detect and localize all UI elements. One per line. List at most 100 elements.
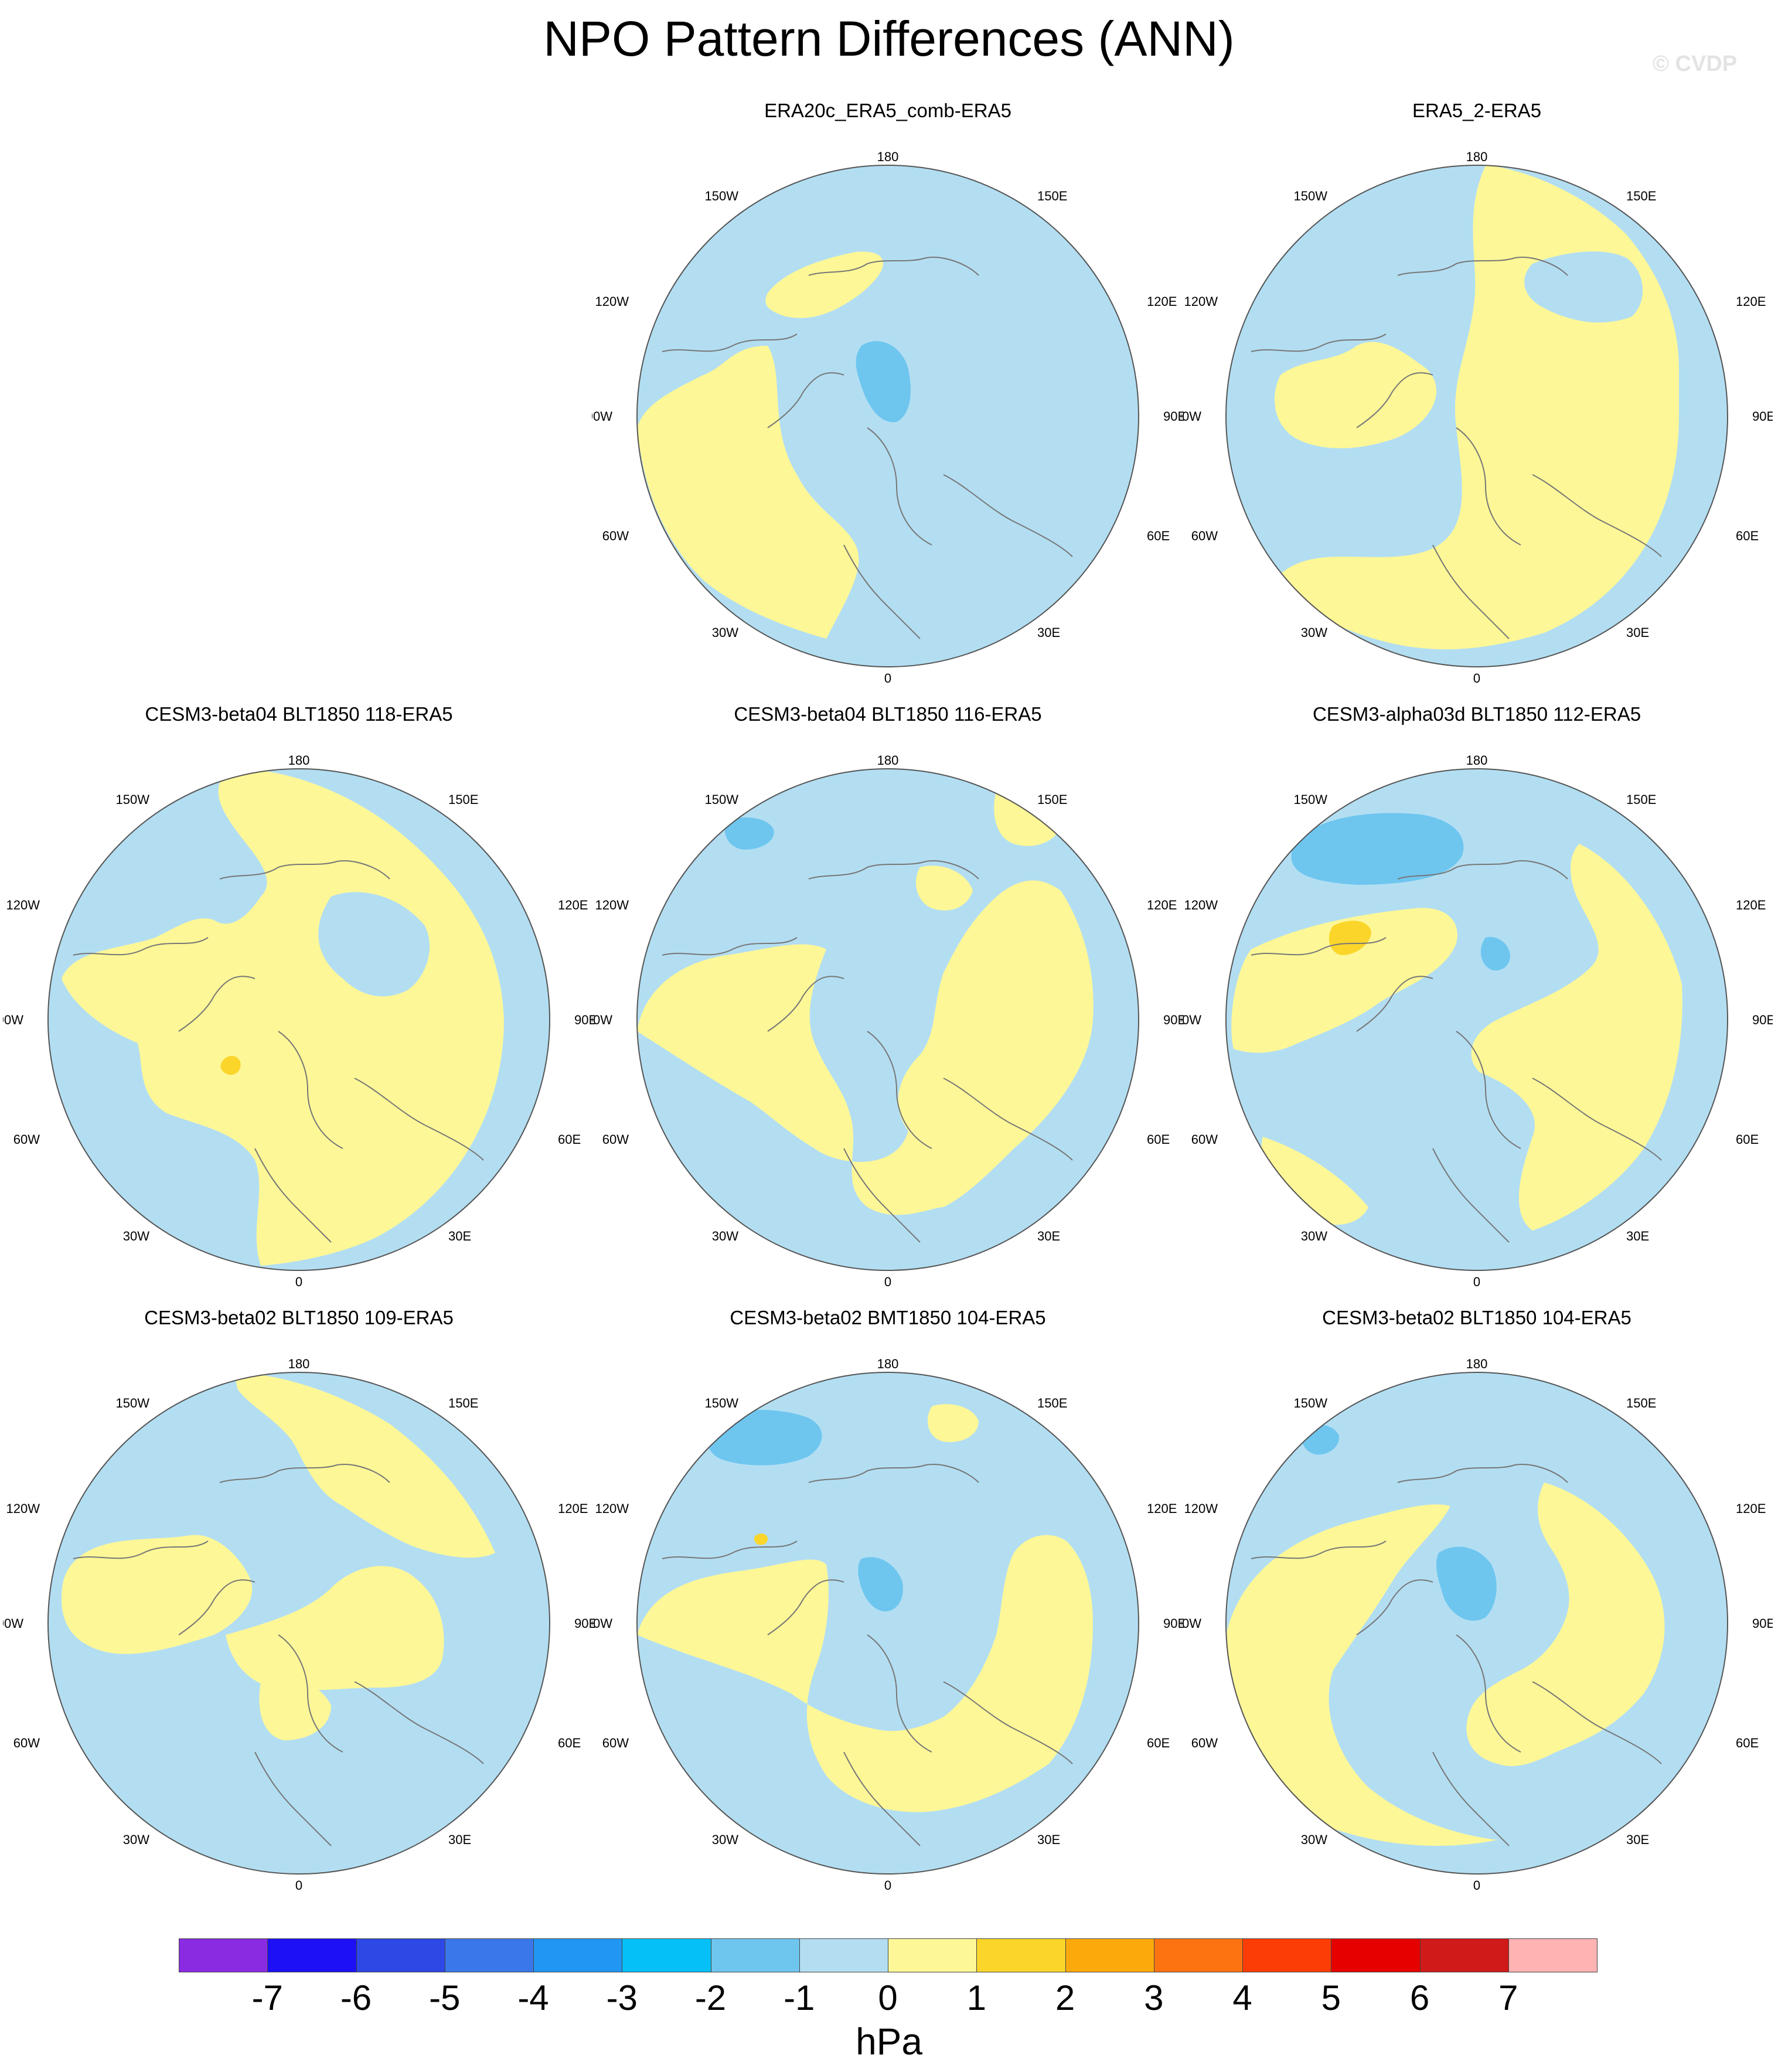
longitude-label: 120E [1147, 294, 1177, 309]
colorbar-tick-label: 4 [1232, 1978, 1252, 2018]
contour-region [927, 1404, 979, 1442]
coastline [943, 1681, 1073, 1764]
colorbar-swatch [444, 1938, 534, 1972]
longitude-label: 0 [884, 1274, 891, 1289]
coastline [1251, 333, 1387, 352]
contour-region [1524, 251, 1643, 323]
longitude-label: 90E [1752, 1616, 1773, 1631]
longitude-label: 60E [558, 1132, 581, 1147]
map-panel: CESM3-beta02 BLT1850 104-ERA5 180 150W 150E… [1181, 1307, 1773, 1910]
longitude-label: 180 [1466, 753, 1488, 768]
coastline [767, 976, 844, 1032]
coastline [767, 372, 844, 428]
contour-region [226, 1566, 444, 1691]
panel-title: CESM3-beta04 BLT1850 118-ERA5 [145, 703, 453, 725]
longitude-label: 150E [1626, 189, 1656, 203]
coastline [1432, 544, 1510, 639]
polar-map: 180 150W 150E 120W 120E 90W 90E 60W 60E 30W 30E 0 [1181, 753, 1773, 1289]
panel-title: ERA20c_ERA5_comb-ERA5 [764, 100, 1011, 121]
colorbar-swatch [1242, 1938, 1332, 1972]
longitude-label: 30E [1626, 1832, 1649, 1847]
longitude-label: 120W [1184, 294, 1218, 309]
longitude-label: 120E [1736, 294, 1766, 309]
colorbar-tick-label: -2 [694, 1978, 727, 2018]
colorbar-swatch [1419, 1938, 1509, 1972]
longitude-label: 60W [1191, 1132, 1218, 1147]
coastline [662, 333, 798, 352]
longitude-label: 180 [288, 1357, 310, 1371]
colorbar-swatch [1153, 1938, 1243, 1972]
longitude-label: 150W [116, 1396, 150, 1410]
longitude-label: 30W [1301, 625, 1327, 640]
contour-region [1329, 921, 1371, 955]
contour-region [637, 346, 859, 639]
contour-region [259, 1677, 331, 1740]
coastline [867, 1031, 932, 1149]
coastline [254, 1751, 332, 1846]
field-background [1226, 1372, 1728, 1874]
map-outline [1225, 1372, 1728, 1875]
longitude-label: 150E [1037, 189, 1067, 203]
panel-title: CESM3-beta02 BLT1850 104-ERA5 [1322, 1307, 1631, 1328]
longitude-label: 30W [712, 1229, 738, 1243]
map-panel: ERA20c_ERA5_comb-ERA5 180 150W 150E 120W 120E… [592, 100, 1184, 703]
contour-region [637, 1535, 1093, 1812]
coastline [1251, 1541, 1387, 1559]
longitude-label: 90W [3, 1013, 23, 1027]
coastline [662, 937, 798, 956]
colorbar [179, 1938, 1598, 1972]
longitude-label: 180 [877, 149, 899, 164]
longitude-label: 30E [448, 1229, 471, 1243]
coastline [662, 1541, 798, 1559]
longitude-label: 120E [1736, 898, 1766, 912]
map-outline [1225, 165, 1728, 667]
contour-region [1466, 1483, 1665, 1766]
longitude-label: 0 [295, 1878, 302, 1893]
contour-region [637, 880, 1094, 1215]
coastline [1397, 257, 1568, 276]
colorbar-tick-label: -4 [517, 1978, 549, 2018]
contour-region [1231, 908, 1457, 1053]
coastline [808, 860, 979, 880]
colorbar-swatch [622, 1938, 711, 1972]
longitude-label: 150E [448, 1396, 478, 1410]
longitude-label: 150E [1037, 792, 1067, 807]
longitude-label: 90W [592, 409, 612, 424]
longitude-label: 90E [1163, 409, 1184, 424]
colorbar-tick-label: 5 [1321, 1978, 1341, 2018]
contour-region [220, 1055, 241, 1075]
coastline [278, 1634, 343, 1753]
map-outline [636, 165, 1139, 667]
longitude-label: 60W [602, 1132, 629, 1147]
longitude-label: 90E [574, 1616, 595, 1631]
longitude-label: 60W [602, 1736, 629, 1750]
longitude-label: 0 [884, 671, 891, 686]
coastline [808, 257, 979, 276]
colorbar-swatch [267, 1938, 357, 1972]
longitude-label: 120W [1184, 1501, 1218, 1516]
colorbar-tick-label: 3 [1144, 1978, 1164, 2018]
longitude-label: 120W [595, 1501, 629, 1516]
longitude-label: 180 [877, 753, 899, 768]
longitude-label: 30W [1301, 1832, 1327, 1847]
longitude-label: 90E [1163, 1013, 1184, 1027]
colorbar-tick-label: -6 [340, 1978, 372, 2018]
coastline [354, 1078, 484, 1161]
colorbar-swatch [356, 1938, 445, 1972]
polar-map: 180 150W 150E 120W 120E 90W 90E 60W 60E 30W 30E 0 [592, 149, 1184, 686]
contour-region [318, 892, 430, 997]
colorbar-swatch [1331, 1938, 1421, 1972]
coastline [254, 1148, 332, 1243]
coastline [1397, 1464, 1568, 1483]
coastline [219, 1464, 390, 1483]
polar-map: 180 150W 150E 120W 120E 90W 90E 60W 60E 30W 30E 0 [592, 753, 1184, 1289]
longitude-label: 120E [1736, 1501, 1766, 1516]
longitude-label: 120W [595, 294, 629, 309]
coastline [1532, 1681, 1662, 1764]
longitude-label: 30E [1626, 625, 1649, 640]
colorbar-tick-label: -7 [251, 1978, 283, 2018]
longitude-label: 60W [13, 1736, 40, 1750]
colorbar-tick-label: -3 [606, 1978, 638, 2018]
longitude-label: 150W [705, 792, 739, 807]
coastline [867, 1634, 932, 1753]
